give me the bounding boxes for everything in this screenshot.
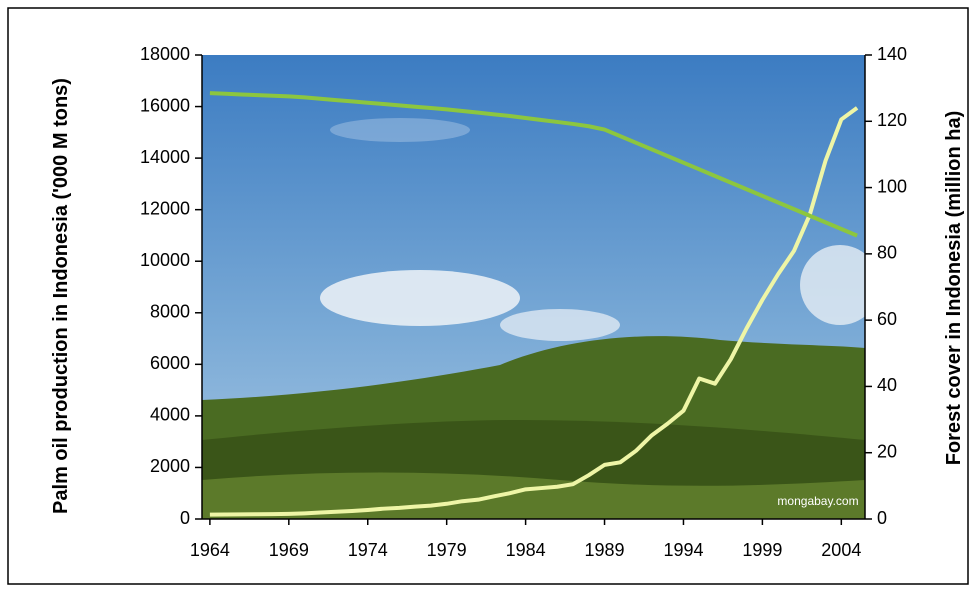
y-tick-label: 16000 bbox=[140, 95, 190, 115]
y-tick-label: 6000 bbox=[150, 353, 190, 373]
background-photo bbox=[202, 55, 880, 519]
x-tick-label: 1969 bbox=[269, 540, 309, 560]
x-tick-label: 2004 bbox=[821, 540, 861, 560]
x-tick-label: 1999 bbox=[742, 540, 782, 560]
y-tick-label: 0 bbox=[180, 508, 190, 528]
y2-axis-title: Forest cover in Indonesia (million ha) bbox=[942, 48, 968, 528]
x-tick-label: 1989 bbox=[585, 540, 625, 560]
y2-tick-label: 40 bbox=[877, 375, 897, 395]
y2-tick-label: 100 bbox=[877, 176, 907, 196]
x-tick-label: 1964 bbox=[190, 540, 230, 560]
x-tick-label: 1984 bbox=[506, 540, 546, 560]
y-tick-label: 10000 bbox=[140, 250, 190, 270]
x-tick-label: 1974 bbox=[348, 540, 388, 560]
y-tick-label: 14000 bbox=[140, 147, 190, 167]
x-tick-label: 1994 bbox=[663, 540, 703, 560]
y2-tick-label: 140 bbox=[877, 44, 907, 64]
y-tick-label: 2000 bbox=[150, 456, 190, 476]
page: mongabay.com 0 2000 4000 6000 8000 10000 12000… bbox=[0, 0, 978, 595]
y-tick-label: 12000 bbox=[140, 198, 190, 218]
y-tick-label: 18000 bbox=[140, 44, 190, 64]
y2-tick-label: 0 bbox=[877, 508, 887, 528]
y2-tick-label: 80 bbox=[877, 243, 897, 263]
y-tick-label: 8000 bbox=[150, 302, 190, 322]
x-tick-label: 1979 bbox=[427, 540, 467, 560]
chart: mongabay.com 0 2000 4000 6000 8000 10000 12000… bbox=[0, 0, 978, 595]
y2-tick-label: 20 bbox=[877, 441, 897, 461]
y2-tick-label: 60 bbox=[877, 309, 897, 329]
y-tick-label: 4000 bbox=[150, 405, 190, 425]
y-axis-title: Palm oil production in Indonesia ('000 M… bbox=[49, 61, 101, 531]
y2-tick-label: 120 bbox=[877, 110, 907, 130]
watermark: mongabay.com bbox=[777, 494, 858, 508]
